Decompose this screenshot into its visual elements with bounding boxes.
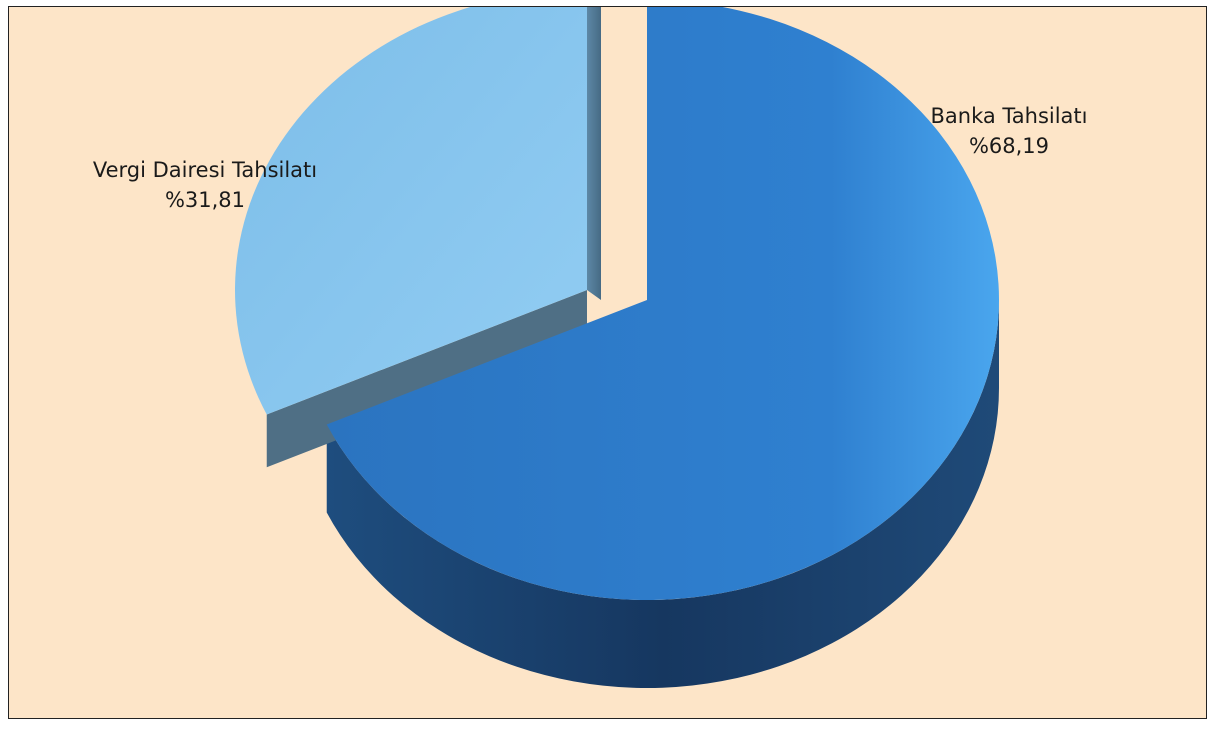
slice-category-label: Banka Tahsilatı xyxy=(930,104,1088,128)
slice-side-banka xyxy=(326,300,1000,688)
chart-frame: Vergi Dairesi Tahsilatı %31,81 Banka Tah… xyxy=(8,6,1207,719)
pie-chart xyxy=(9,7,1206,718)
slice-category-label: Vergi Dairesi Tahsilatı xyxy=(92,158,318,182)
slice-face2-vergi-dairesi xyxy=(587,7,601,300)
slice-value-label: %31,81 xyxy=(164,188,246,212)
slice-banka xyxy=(326,7,999,600)
slice-label-banka: Banka Tahsilatı %68,19 xyxy=(879,101,1139,161)
slice-label-vergi-dairesi: Vergi Dairesi Tahsilatı %31,81 xyxy=(65,155,345,215)
slice-vergi-dairesi xyxy=(235,7,587,415)
slice-value-label: %68,19 xyxy=(968,134,1050,158)
